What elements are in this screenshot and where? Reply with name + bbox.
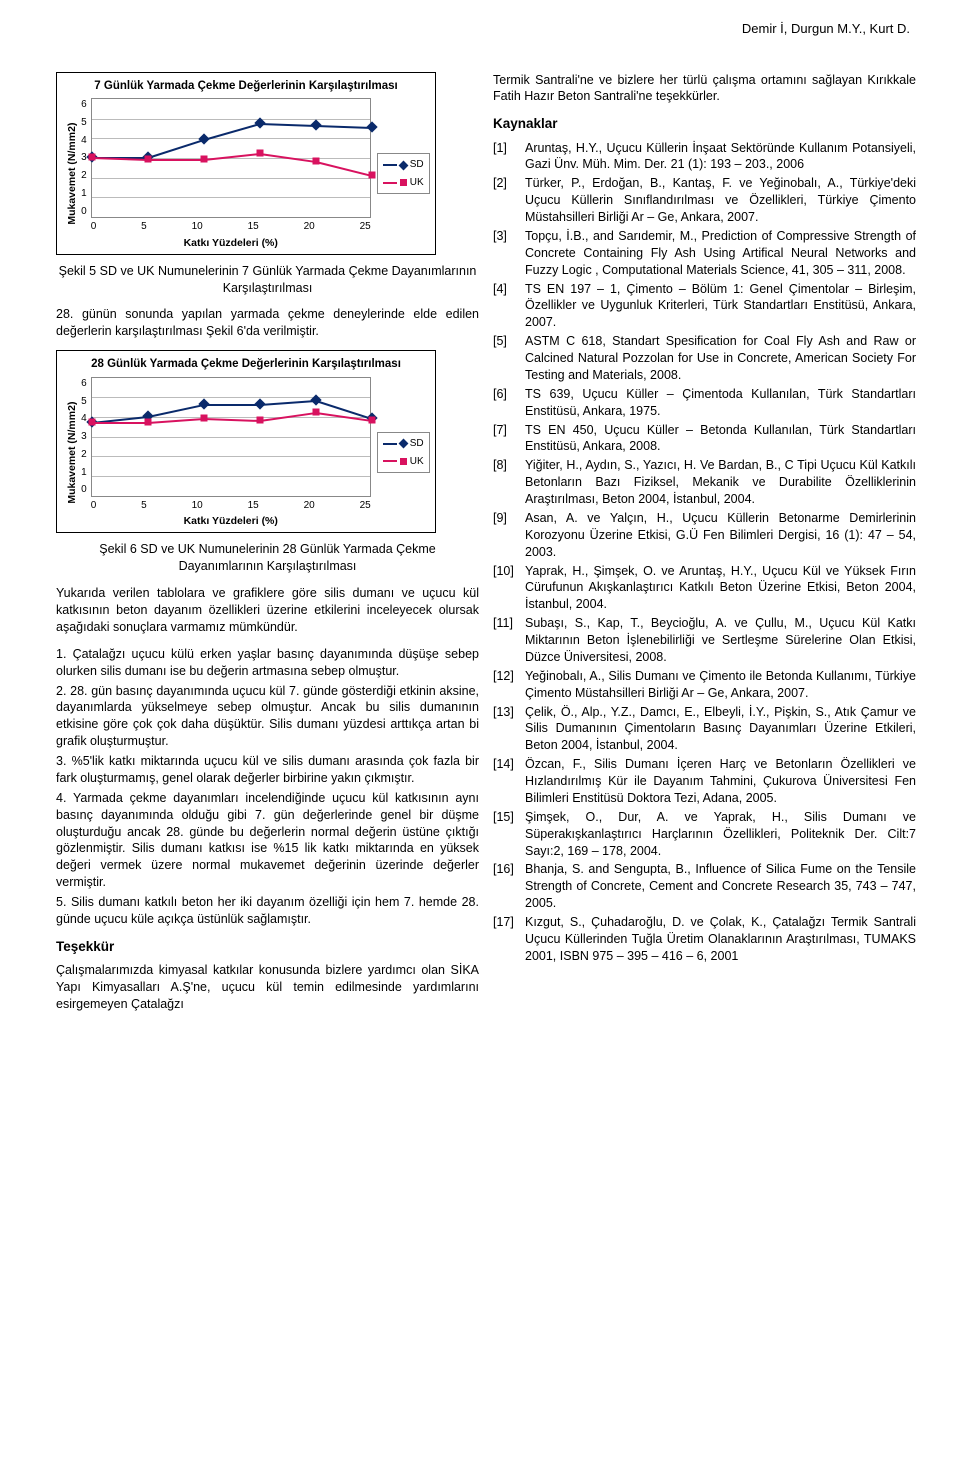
reference-item: [1]Aruntaş, H.Y., Uçucu Küllerin İnşaat … [493,140,916,174]
chart-ylabel: Mukavemet (N/mm2) [63,98,81,250]
conclusion-point: 2. 28. gün basınç dayanımında uçucu kül … [56,683,479,751]
reference-item: [5]ASTM C 618, Standart Spesification fo… [493,333,916,384]
reference-number: [15] [493,809,519,860]
chart-7day: 7 Günlük Yarmada Çekme Değerlerinin Karş… [56,72,436,255]
reference-item: [8]Yiğiter, H., Aydın, S., Yazıcı, H. Ve… [493,457,916,508]
chart-28day: 28 Günlük Yarmada Çekme Değerlerinin Kar… [56,350,436,533]
reference-text: TS EN 450, Uçucu Küller – Betonda Kullan… [525,422,916,456]
reference-number: [10] [493,563,519,614]
page-header: Demir İ, Durgun M.Y., Kurt D. [56,20,916,38]
reference-text: Subaşı, S., Kap, T., Beycioğlu, A. ve Çu… [525,615,916,666]
reference-number: [17] [493,914,519,965]
legend-item-SD: SD [383,158,424,172]
reference-text: Yeğinobalı, A., Silis Dumanı ve Çimento … [525,668,916,702]
reference-number: [12] [493,668,519,702]
chart-legend: SD UK [377,153,430,194]
reference-text: Özcan, F., Silis Dumanı İçeren Harç ve B… [525,756,916,807]
reference-number: [4] [493,281,519,332]
reference-item: [6]TS 639, Uçucu Küller – Çimentoda Kull… [493,386,916,420]
references-heading: Kaynaklar [493,115,916,133]
reference-number: [8] [493,457,519,508]
reference-number: [9] [493,510,519,561]
reference-text: TS EN 197 – 1, Çimento – Bölüm 1: Genel … [525,281,916,332]
reference-item: [4]TS EN 197 – 1, Çimento – Bölüm 1: Gen… [493,281,916,332]
chart-xaxis: 0510152025 [91,220,371,234]
reference-number: [2] [493,175,519,226]
reference-number: [11] [493,615,519,666]
chart-plot-area [91,98,371,218]
reference-item: [15]Şimşek, O., Dur, A. ve Yaprak, H., S… [493,809,916,860]
reference-item: [3]Topçu, İ.B., and Sarıdemir, M., Predi… [493,228,916,279]
chart-series-UK [92,99,370,217]
chart-title: 7 Günlük Yarmada Çekme Değerlerinin Karş… [63,79,429,95]
reference-text: Yiğiter, H., Aydın, S., Yazıcı, H. Ve Ba… [525,457,916,508]
reference-text: Aruntaş, H.Y., Uçucu Küllerin İnşaat Sek… [525,140,916,174]
chart-series-UK [92,378,370,496]
figure6-caption: Şekil 6 SD ve UK Numunelerinin 28 Günlük… [56,541,479,575]
reference-item: [14]Özcan, F., Silis Dumanı İçeren Harç … [493,756,916,807]
para-conclusion-intro: Yukarıda verilen tablolara ve grafiklere… [56,585,479,636]
reference-item: [2]Türker, P., Erdoğan, B., Kantaş, F. v… [493,175,916,226]
legend-item-UK: UK [383,176,424,190]
conclusion-point: 4. Yarmada çekme dayanımları incelendiği… [56,790,479,891]
conclusion-point: 5. Silis dumanı katkılı beton her iki da… [56,894,479,928]
reference-item: [17]Kızgut, S., Çuhadaroğlu, D. ve Çolak… [493,914,916,965]
reference-text: Kızgut, S., Çuhadaroğlu, D. ve Çolak, K.… [525,914,916,965]
reference-number: [14] [493,756,519,807]
reference-item: [12]Yeğinobalı, A., Silis Dumanı ve Çime… [493,668,916,702]
reference-text: Şimşek, O., Dur, A. ve Yaprak, H., Silis… [525,809,916,860]
reference-number: [7] [493,422,519,456]
reference-number: [5] [493,333,519,384]
conclusion-points: 1. Çatalağzı uçucu külü erken yaşlar bas… [56,646,479,928]
reference-number: [6] [493,386,519,420]
reference-text: ASTM C 618, Standart Spesification for C… [525,333,916,384]
conclusion-point: 3. %5'lik katkı miktarında uçucu kül ve … [56,753,479,787]
chart-xlabel: Katkı Yüzdeleri (%) [91,236,371,250]
reference-number: [3] [493,228,519,279]
chart-plot-area [91,377,371,497]
reference-text: Topçu, İ.B., and Sarıdemir, M., Predicti… [525,228,916,279]
reference-item: [11]Subaşı, S., Kap, T., Beycioğlu, A. v… [493,615,916,666]
chart-xlabel: Katkı Yüzdeleri (%) [91,514,371,528]
reference-text: Çelik, Ö., Alp., Y.Z., Damcı, E., Elbeyl… [525,704,916,755]
reference-text: TS 639, Uçucu Küller – Çimentoda Kullanı… [525,386,916,420]
reference-item: [9]Asan, A. ve Yalçın, H., Uçucu Külleri… [493,510,916,561]
thanks-heading: Teşekkür [56,938,479,956]
chart-ylabel: Mukavemet (N/mm2) [63,377,81,529]
reference-number: [16] [493,861,519,912]
reference-item: [10]Yaprak, H., Şimşek, O. ve Aruntaş, H… [493,563,916,614]
reference-item: [16]Bhanja, S. and Sengupta, B., Influen… [493,861,916,912]
reference-text: Asan, A. ve Yalçın, H., Uçucu Küllerin B… [525,510,916,561]
reference-text: Bhanja, S. and Sengupta, B., Influence o… [525,861,916,912]
chart-xaxis: 0510152025 [91,499,371,513]
conclusion-point: 1. Çatalağzı uçucu külü erken yaşlar bas… [56,646,479,680]
reference-item: [7]TS EN 450, Uçucu Küller – Betonda Kul… [493,422,916,456]
references-list: [1]Aruntaş, H.Y., Uçucu Küllerin İnşaat … [493,140,916,965]
reference-item: [13]Çelik, Ö., Alp., Y.Z., Damcı, E., El… [493,704,916,755]
chart-title: 28 Günlük Yarmada Çekme Değerlerinin Kar… [63,357,429,373]
chart-yaxis: 6543210 [81,377,91,497]
thanks-continued: Termik Santrali'ne ve bizlere her türlü … [493,72,916,106]
reference-text: Türker, P., Erdoğan, B., Kantaş, F. ve Y… [525,175,916,226]
chart-legend: SD UK [377,432,430,473]
reference-text: Yaprak, H., Şimşek, O. ve Aruntaş, H.Y.,… [525,563,916,614]
legend-item-UK: UK [383,455,424,469]
para-28day-intro: 28. günün sonunda yapılan yarmada çekme … [56,306,479,340]
reference-number: [1] [493,140,519,174]
figure5-caption: Şekil 5 SD ve UK Numunelerinin 7 Günlük … [56,263,479,297]
legend-item-SD: SD [383,437,424,451]
reference-number: [13] [493,704,519,755]
thanks-paragraph: Çalışmalarımızda kimyasal katkılar konus… [56,962,479,1013]
